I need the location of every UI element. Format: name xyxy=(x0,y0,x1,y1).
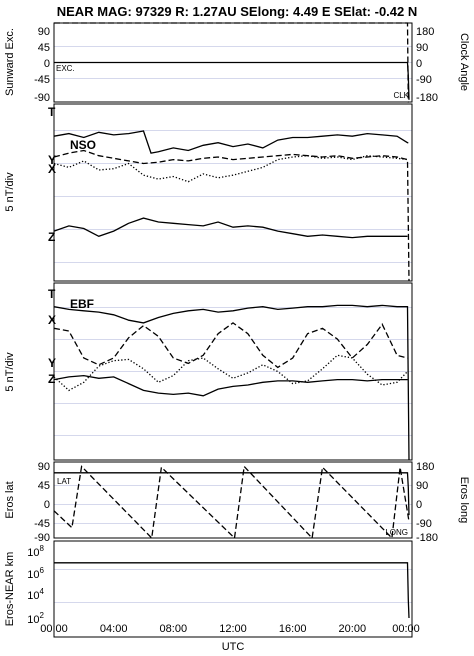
panel-ebf: 5 nT/div EBF xyxy=(4,282,413,461)
series-2-y-line xyxy=(53,354,408,392)
panel-name: NSO xyxy=(70,138,96,152)
trace-tag-long: LONG xyxy=(385,528,408,537)
y-axis-label: 5 nT/div xyxy=(4,352,16,392)
panel-eros-lat-long: 90 45 0 -45 -90 180 90 0 -90 -180 Eros l… xyxy=(4,461,470,544)
x-tick-label: 08:00 xyxy=(160,623,188,635)
tick-label: 180 xyxy=(416,461,434,473)
tick-label: 0 xyxy=(44,499,50,511)
tick-label: 90 xyxy=(416,42,428,54)
y-axis-label: 5 nT/div xyxy=(4,172,16,212)
series-0-clk-line xyxy=(54,22,409,103)
tick-label: 90 xyxy=(416,480,428,492)
trace-label-t: T xyxy=(48,105,56,119)
tick-label: -180 xyxy=(416,532,438,544)
series-1-t-line xyxy=(53,130,409,154)
panel-name: EBF xyxy=(70,297,94,311)
trace-label-t: T xyxy=(48,287,56,301)
trace-tag-lat: LAT xyxy=(57,477,71,486)
series-3-lat-line xyxy=(54,472,410,516)
tick-label: 90 xyxy=(38,461,50,473)
trace-tag-exc: EXC. xyxy=(56,64,75,73)
tick-label: 45 xyxy=(38,480,50,492)
tick-label: 102 xyxy=(27,611,44,626)
x-tick-label: 00:00 xyxy=(40,623,68,635)
panel-frame xyxy=(53,461,413,539)
tick-label: 45 xyxy=(38,42,50,54)
panel-frame xyxy=(53,103,413,282)
series-1-x-line xyxy=(53,155,408,183)
tick-label: 106 xyxy=(27,566,44,581)
tick-label: 0 xyxy=(416,58,422,70)
x-tick-label: 20:00 xyxy=(339,623,367,635)
series-2-t-line xyxy=(53,304,410,461)
trace-label-y: Y xyxy=(48,356,56,370)
series-layer xyxy=(53,22,410,619)
tick-label: 0 xyxy=(416,499,422,511)
x-tick-label: 12:00 xyxy=(219,623,247,635)
tick-label: -180 xyxy=(416,92,438,104)
y-axis-label-right: Clock Angle xyxy=(458,33,470,91)
tick-label: 90 xyxy=(38,26,50,38)
y-axis-label: Eros-NEAR km xyxy=(4,552,16,627)
x-tick-label: 16:00 xyxy=(279,623,307,635)
tick-label: -90 xyxy=(416,518,432,530)
trace-label-x: X xyxy=(48,162,56,176)
series-2-z-line xyxy=(53,374,408,397)
y-axis-label: Eros lat xyxy=(4,481,16,518)
panel-eros-near-distance: 108 106 104 102 Eros-NEAR km xyxy=(4,540,413,638)
tick-label: -90 xyxy=(34,532,50,544)
x-axis: 00:00 04:00 08:00 12:00 16:00 20:00 00:0… xyxy=(40,623,420,653)
trace-label-z: Z xyxy=(48,230,55,244)
trace-label-z: Z xyxy=(48,372,55,386)
panel-frame xyxy=(53,540,413,638)
trace-label-y: Y xyxy=(48,153,56,167)
tick-label: -90 xyxy=(416,74,432,86)
tick-label: 108 xyxy=(27,544,44,559)
series-4-line-line xyxy=(54,562,410,619)
y-axis-label: Sunward Exc. xyxy=(4,28,16,96)
panel-sunward-excursion: 90 45 0 -45 -90 180 90 0 -90 -180 Sunwar… xyxy=(4,22,470,104)
tick-label: 104 xyxy=(27,587,44,602)
series-2-x-line xyxy=(53,322,408,369)
figure-title: NEAR MAG: 97329 R: 1.27AU SElong: 4.49 E… xyxy=(57,4,418,19)
tick-label: -45 xyxy=(34,74,50,86)
series-1-z-line xyxy=(53,217,408,239)
x-tick-label: 04:00 xyxy=(100,623,128,635)
trace-label-x: X xyxy=(48,313,56,327)
series-1-y-line xyxy=(53,149,410,282)
panel-frame xyxy=(53,282,413,461)
trace-labels: T Y X Z T X Y Z xyxy=(48,105,56,386)
tick-label: 0 xyxy=(44,58,50,70)
series-0-exc-line xyxy=(54,61,410,100)
tick-label: -90 xyxy=(34,92,50,104)
series-3-long-line xyxy=(53,465,410,540)
tick-label: 180 xyxy=(416,26,434,38)
x-axis-label: UTC xyxy=(222,641,245,653)
tick-label: -45 xyxy=(34,518,50,530)
y-axis-label-right: Eros long xyxy=(458,477,470,523)
x-tick-label: 00:00 xyxy=(392,623,420,635)
trace-tag-clk: CLK xyxy=(393,91,409,100)
panel-nso: 5 nT/div NSO xyxy=(4,103,413,282)
